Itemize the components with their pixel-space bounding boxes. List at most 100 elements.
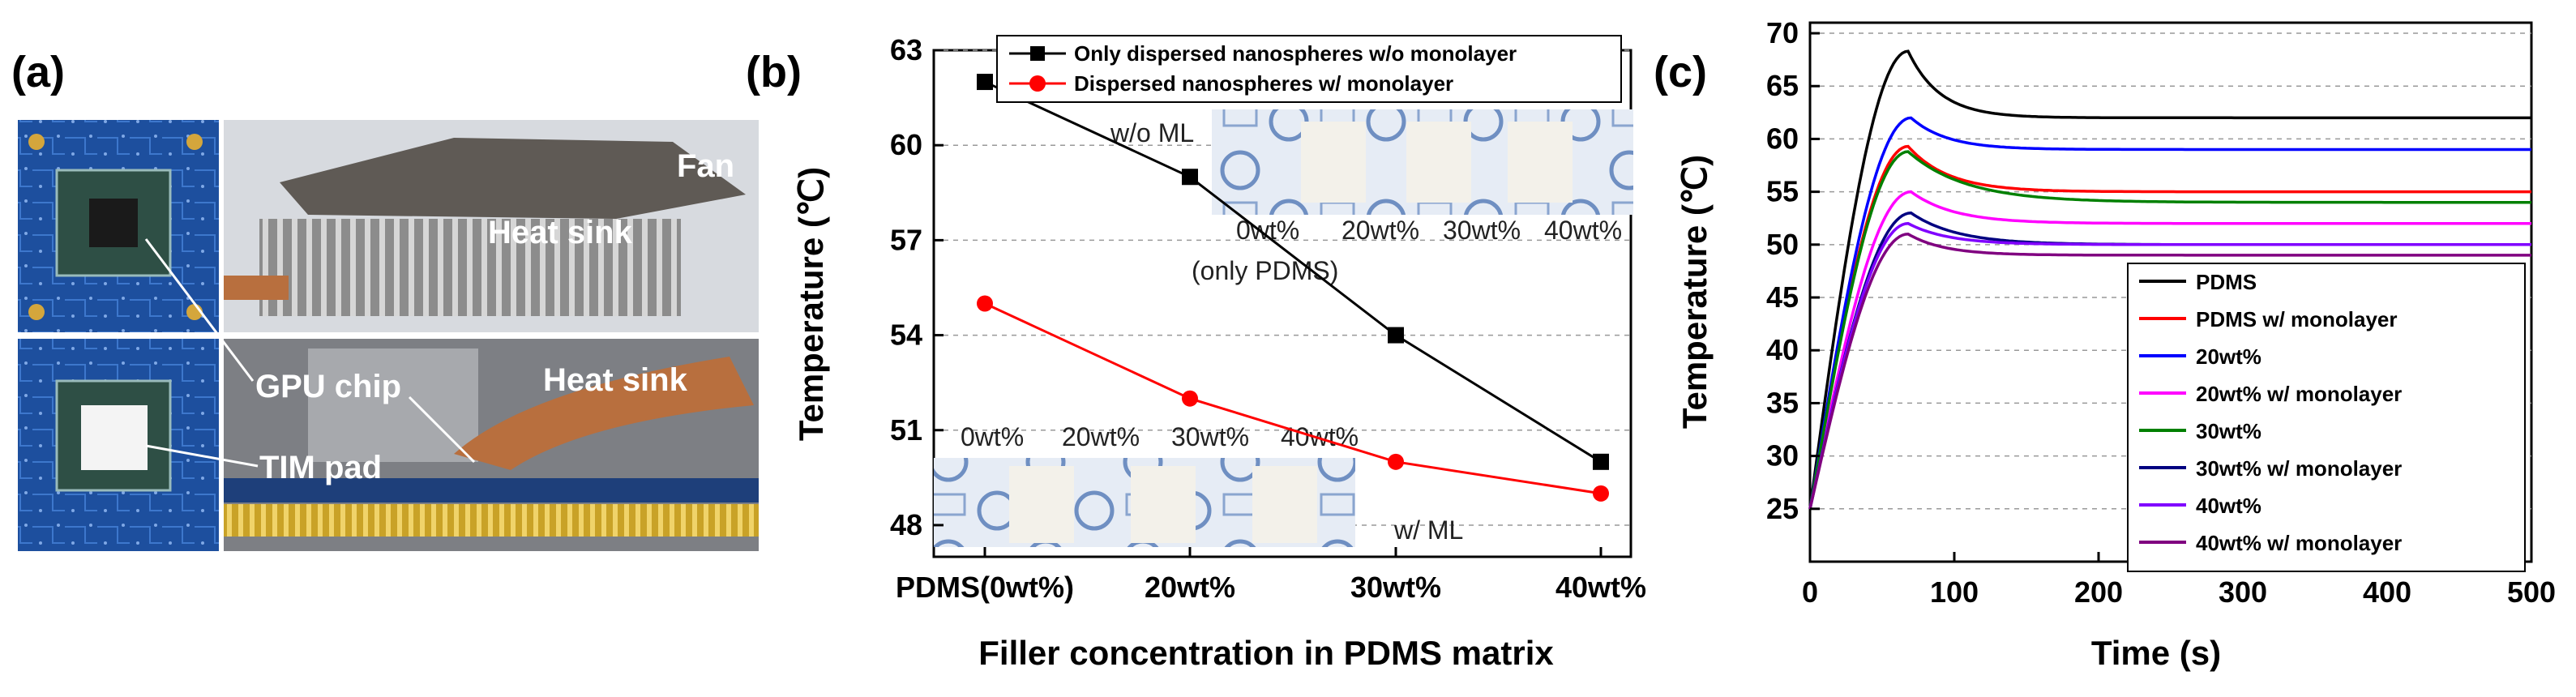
pcb-board-edge bbox=[224, 478, 759, 502]
y-tick-label-c: 60 bbox=[1766, 122, 1799, 155]
panel-a-letter: (a) bbox=[11, 48, 65, 96]
legend-b-text-1: Dispersed nanospheres w/ monolayer bbox=[1074, 71, 1453, 96]
gold-pins bbox=[224, 504, 759, 537]
inset-top-sample bbox=[1508, 122, 1573, 203]
legend-b-marker-0 bbox=[1030, 46, 1045, 61]
x-tick-label-b: PDMS(0wt%) bbox=[896, 571, 1074, 604]
legend-c: PDMS PDMS w/ monolayer 20wt% 20wt% w/ monol… bbox=[2127, 263, 2526, 572]
series-line-c-4 bbox=[1808, 150, 2531, 510]
series-line-b-0 bbox=[984, 80, 1602, 464]
legend-b: Only dispersed nanospheres w/o monolayer… bbox=[996, 35, 1622, 103]
x-tick-label-b: 40wt% bbox=[1555, 571, 1646, 604]
x-tick-label-b: 30wt% bbox=[1350, 571, 1441, 604]
x-tick-label-c: 500 bbox=[2507, 575, 2556, 609]
x-tick-label-c: 400 bbox=[2363, 575, 2411, 609]
tim-pad-pointer bbox=[145, 444, 259, 468]
inset-top-sample bbox=[1406, 122, 1471, 203]
legend-c-text-4: 30wt% bbox=[2196, 419, 2261, 443]
y-tick-label-c: 45 bbox=[1766, 280, 1799, 314]
y-tick-label-c: 30 bbox=[1766, 439, 1799, 473]
pcb-screw-hole bbox=[186, 134, 203, 150]
inset-top-tag: w/o ML bbox=[1110, 118, 1194, 148]
inset-bottom-tag: w/ ML bbox=[1393, 515, 1463, 545]
legend-c-text-0: PDMS bbox=[2196, 270, 2257, 294]
series-line-c-7 bbox=[1808, 233, 2531, 510]
data-point-b-0 bbox=[977, 74, 993, 91]
y-tick-label-c: 65 bbox=[1766, 69, 1799, 102]
x-axis-label-b: Filler concentration in PDMS matrix bbox=[978, 634, 1554, 672]
heat-sink-block bbox=[308, 348, 478, 462]
fan-label: Fan bbox=[677, 148, 734, 184]
y-tick-label-b: 57 bbox=[890, 223, 922, 256]
panel-b-letter: (b) bbox=[746, 48, 802, 96]
heat-pipe-top bbox=[224, 276, 289, 300]
y-tick-label-c: 50 bbox=[1766, 228, 1799, 261]
inset-top-label: 30wt% bbox=[1443, 216, 1521, 245]
inset-bottom: 0wt% 20wt% 30wt% 40wt% w/ ML bbox=[934, 422, 1463, 547]
data-point-b-0 bbox=[1593, 453, 1609, 470]
tim-pad-image bbox=[81, 405, 148, 470]
legend-c-text-3: 20wt% w/ monolayer bbox=[2196, 382, 2402, 406]
legend-c-text-5: 30wt% w/ monolayer bbox=[2196, 456, 2402, 481]
inset-top-sample bbox=[1301, 122, 1366, 203]
gpu-chip-label: GPU chip bbox=[255, 369, 401, 404]
data-point-b-1 bbox=[977, 295, 993, 312]
inset-bottom-label: 30wt% bbox=[1171, 422, 1249, 451]
y-tick-label-b: 63 bbox=[890, 33, 922, 66]
panel-c-letter: (c) bbox=[1654, 48, 1707, 96]
data-point-b-0 bbox=[1182, 169, 1198, 186]
heat-sink-fins-top bbox=[259, 219, 681, 316]
x-axis-label-c: Time (s) bbox=[2091, 634, 2221, 672]
gpu-die-image bbox=[89, 199, 138, 247]
legend-b-marker-1 bbox=[1029, 75, 1046, 92]
panel-c-chart: 25 30 35 40 45 50 55 60 65 70 0 100 200 300 400 500 PDM… bbox=[1675, 16, 2556, 672]
series-line-c-0 bbox=[1808, 49, 2531, 510]
tim-pad-label: TIM pad bbox=[259, 450, 382, 485]
legend-c-box bbox=[2127, 263, 2526, 572]
gpu-chip-pointer bbox=[408, 396, 476, 464]
legend-b-box bbox=[996, 35, 1622, 103]
y-tick-label-c: 40 bbox=[1766, 333, 1799, 366]
x-tick-label-c: 0 bbox=[1802, 575, 1818, 609]
x-tick-label-c: 100 bbox=[1930, 575, 1979, 609]
legend-b-text-0: Only dispersed nanospheres w/o monolayer bbox=[1074, 41, 1517, 66]
series-line-c-2 bbox=[1808, 116, 2531, 510]
inset-top-note: (only PDMS) bbox=[1192, 256, 1338, 285]
inset-top-label: 20wt% bbox=[1341, 216, 1419, 245]
data-point-b-1 bbox=[1593, 485, 1609, 502]
x-tick-label-b: 20wt% bbox=[1145, 571, 1235, 604]
inset-bottom-label: 20wt% bbox=[1062, 422, 1140, 451]
y-tick-label-c: 25 bbox=[1766, 492, 1799, 525]
heat-sink-bottom-label: Heat sink bbox=[543, 362, 688, 398]
y-tick-label-c: 35 bbox=[1766, 386, 1799, 419]
legend-c-text-2: 20wt% bbox=[2196, 344, 2261, 369]
data-point-b-1 bbox=[1388, 453, 1404, 470]
x-tick-label-c: 300 bbox=[2219, 575, 2267, 609]
x-tick-label-c: 200 bbox=[2074, 575, 2123, 609]
panel-a-photos: Fan Heat sink GPU chip Heat sink TIM pad bbox=[18, 120, 759, 551]
y-tick-label-c: 55 bbox=[1766, 175, 1799, 208]
y-axis-label-b: Temperature (℃) bbox=[792, 167, 830, 441]
heat-sink-top-label: Heat sink bbox=[488, 215, 633, 250]
inset-top-label: 40wt% bbox=[1544, 216, 1622, 245]
legend-c-text-6: 40wt% bbox=[2196, 494, 2261, 518]
y-tick-label-b: 60 bbox=[890, 128, 922, 161]
inset-bottom-sample bbox=[1131, 466, 1196, 543]
fan-image bbox=[280, 138, 746, 219]
heat-pipe-bottom bbox=[454, 357, 754, 470]
y-tick-label-c: 70 bbox=[1766, 16, 1799, 49]
data-point-b-1 bbox=[1182, 390, 1198, 407]
series-line-c-1 bbox=[1808, 144, 2531, 510]
series-line-c-6 bbox=[1808, 221, 2531, 510]
y-axis-label-c: Temperature (℃) bbox=[1675, 155, 1714, 429]
panel-b-chart: w/o ML 0wt% 20wt% 30wt% 40wt% (only PDMS… bbox=[792, 33, 1646, 672]
inset-top: w/o ML 0wt% 20wt% 30wt% 40wt% (only PDMS… bbox=[1110, 109, 1633, 285]
series-line-b-1 bbox=[984, 302, 1602, 495]
data-point-b-0 bbox=[1388, 327, 1404, 344]
legend-c-text-1: PDMS w/ monolayer bbox=[2196, 307, 2398, 331]
inset-bottom-sample bbox=[1252, 466, 1317, 543]
y-tick-label-b: 54 bbox=[890, 319, 922, 352]
inset-bottom-label: 0wt% bbox=[961, 422, 1024, 451]
gpu-chip-with-pad-image bbox=[55, 379, 172, 492]
